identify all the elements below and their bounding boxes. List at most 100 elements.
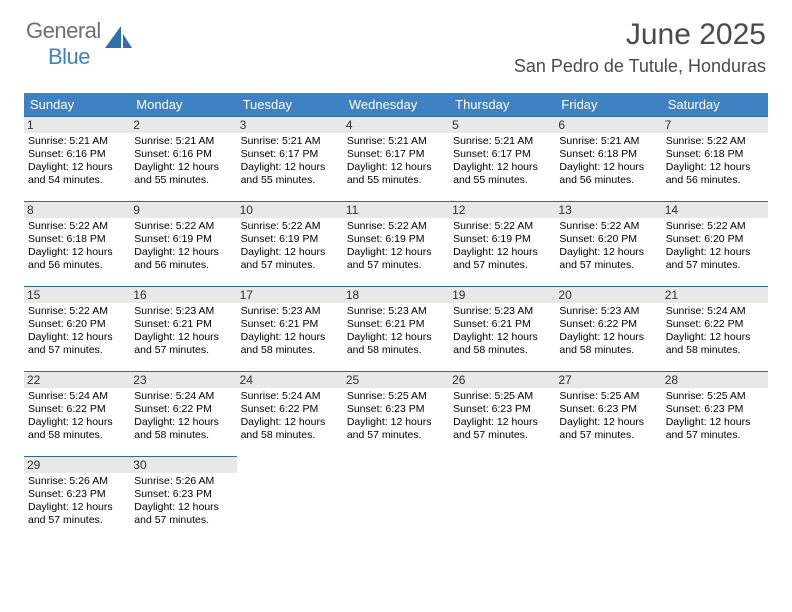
sunrise-line: Sunrise: 5:24 AM [666, 305, 764, 318]
location-text: San Pedro de Tutule, Honduras [514, 56, 766, 77]
day-number: 28 [662, 372, 768, 388]
calendar-head: SundayMondayTuesdayWednesdayThursdayFrid… [24, 93, 768, 117]
day-details: Sunrise: 5:22 AMSunset: 6:20 PMDaylight:… [559, 220, 657, 273]
logo-text: General Blue [26, 18, 101, 70]
day-details: Sunrise: 5:21 AMSunset: 6:17 PMDaylight:… [453, 135, 551, 188]
calendar-cell: 5 Sunrise: 5:21 AMSunset: 6:17 PMDaylight… [449, 117, 555, 202]
sunset-line: Sunset: 6:22 PM [134, 403, 232, 416]
sunrise-line: Sunrise: 5:21 AM [28, 135, 126, 148]
calendar-cell: 21Sunrise: 5:24 AMSunset: 6:22 PMDayligh… [662, 287, 768, 372]
sunset-line: Sunset: 6:22 PM [241, 403, 339, 416]
sunset-line: Sunset: 6:17 PM [453, 148, 551, 161]
calendar-cell: 19Sunrise: 5:23 AMSunset: 6:21 PMDayligh… [449, 287, 555, 372]
daylight-line: Daylight: 12 hours and 57 minutes. [347, 416, 445, 442]
day-details: Sunrise: 5:25 AMSunset: 6:23 PMDaylight:… [453, 390, 551, 443]
calendar-cell [555, 457, 661, 542]
sunrise-line: Sunrise: 5:21 AM [347, 135, 445, 148]
sunset-line: Sunset: 6:17 PM [347, 148, 445, 161]
day-number: 6 [555, 117, 661, 133]
daylight-line: Daylight: 12 hours and 58 minutes. [134, 416, 232, 442]
sunset-line: Sunset: 6:22 PM [559, 318, 657, 331]
calendar-cell: 25Sunrise: 5:25 AMSunset: 6:23 PMDayligh… [343, 372, 449, 457]
calendar-cell: 22Sunrise: 5:24 AMSunset: 6:22 PMDayligh… [24, 372, 130, 457]
sunset-line: Sunset: 6:20 PM [559, 233, 657, 246]
calendar-body: 1Sunrise: 5:21 AMSunset: 6:16 PMDaylight… [24, 117, 768, 542]
daylight-line: Daylight: 12 hours and 55 minutes. [453, 161, 551, 187]
sunset-line: Sunset: 6:23 PM [559, 403, 657, 416]
day-number: 7 [662, 117, 768, 133]
day-details: Sunrise: 5:21 AMSunset: 6:18 PMDaylight:… [559, 135, 657, 188]
day-details: Sunrise: 5:21 AMSunset: 6:16 PMDaylight:… [134, 135, 232, 188]
sunrise-line: Sunrise: 5:22 AM [28, 305, 126, 318]
daylight-line: Daylight: 12 hours and 56 minutes. [666, 161, 764, 187]
sunset-line: Sunset: 6:18 PM [559, 148, 657, 161]
daylight-line: Daylight: 12 hours and 54 minutes. [28, 161, 126, 187]
header: General Blue June 2025 San Pedro de Tutu… [0, 0, 792, 83]
day-number: 25 [343, 372, 449, 388]
day-details: Sunrise: 5:22 AMSunset: 6:20 PMDaylight:… [666, 220, 764, 273]
day-details: Sunrise: 5:25 AMSunset: 6:23 PMDaylight:… [666, 390, 764, 443]
col-header: Wednesday [343, 93, 449, 117]
day-details: Sunrise: 5:26 AMSunset: 6:23 PMDaylight:… [28, 475, 126, 528]
col-header: Friday [555, 93, 661, 117]
sunset-line: Sunset: 6:19 PM [347, 233, 445, 246]
sunset-line: Sunset: 6:23 PM [134, 488, 232, 501]
daylight-line: Daylight: 12 hours and 57 minutes. [134, 331, 232, 357]
sunrise-line: Sunrise: 5:22 AM [453, 220, 551, 233]
calendar-cell: 23 Sunrise: 5:24 AMSunset: 6:22 PMDayligh… [130, 372, 236, 457]
sunset-line: Sunset: 6:21 PM [347, 318, 445, 331]
sunrise-line: Sunrise: 5:23 AM [347, 305, 445, 318]
day-number: 14 [662, 202, 768, 218]
day-number: 23 [130, 372, 236, 388]
day-details: Sunrise: 5:26 AMSunset: 6:23 PMDaylight:… [134, 475, 232, 528]
daylight-line: Daylight: 12 hours and 57 minutes. [453, 416, 551, 442]
calendar-cell: 13Sunrise: 5:22 AMSunset: 6:20 PMDayligh… [555, 202, 661, 287]
calendar-row: 15Sunrise: 5:22 AMSunset: 6:20 PMDayligh… [24, 287, 768, 372]
sunrise-line: Sunrise: 5:22 AM [28, 220, 126, 233]
calendar-table: SundayMondayTuesdayWednesdayThursdayFrid… [24, 93, 768, 542]
sunrise-line: Sunrise: 5:24 AM [241, 390, 339, 403]
day-number: 8 [24, 202, 130, 218]
sunrise-line: Sunrise: 5:22 AM [666, 135, 764, 148]
day-number: 26 [449, 372, 555, 388]
day-details: Sunrise: 5:25 AMSunset: 6:23 PMDaylight:… [559, 390, 657, 443]
sunset-line: Sunset: 6:18 PM [28, 233, 126, 246]
day-details: Sunrise: 5:22 AMSunset: 6:19 PMDaylight:… [347, 220, 445, 273]
day-details: Sunrise: 5:24 AMSunset: 6:22 PMDaylight:… [241, 390, 339, 443]
daylight-line: Daylight: 12 hours and 57 minutes. [559, 416, 657, 442]
calendar-cell: 14 Sunrise: 5:22 AMSunset: 6:20 PMDayligh… [662, 202, 768, 287]
daylight-line: Daylight: 12 hours and 58 minutes. [347, 331, 445, 357]
sunset-line: Sunset: 6:19 PM [453, 233, 551, 246]
calendar-cell: 29Sunrise: 5:26 AMSunset: 6:23 PMDayligh… [24, 457, 130, 542]
calendar-row: 29Sunrise: 5:26 AMSunset: 6:23 PMDayligh… [24, 457, 768, 542]
calendar-cell [343, 457, 449, 542]
day-number: 27 [555, 372, 661, 388]
daylight-line: Daylight: 12 hours and 56 minutes. [28, 246, 126, 272]
logo-word-blue: Blue [48, 44, 90, 69]
calendar-cell: 26 Sunrise: 5:25 AMSunset: 6:23 PMDayligh… [449, 372, 555, 457]
daylight-line: Daylight: 12 hours and 57 minutes. [28, 331, 126, 357]
sunrise-line: Sunrise: 5:22 AM [559, 220, 657, 233]
daylight-line: Daylight: 12 hours and 55 minutes. [241, 161, 339, 187]
daylight-line: Daylight: 12 hours and 57 minutes. [347, 246, 445, 272]
day-details: Sunrise: 5:22 AMSunset: 6:18 PMDaylight:… [666, 135, 764, 188]
day-details: Sunrise: 5:21 AMSunset: 6:16 PMDaylight:… [28, 135, 126, 188]
day-details: Sunrise: 5:23 AMSunset: 6:21 PMDaylight:… [134, 305, 232, 358]
daylight-line: Daylight: 12 hours and 56 minutes. [134, 246, 232, 272]
day-number: 3 [237, 117, 343, 133]
sunrise-line: Sunrise: 5:25 AM [453, 390, 551, 403]
sunrise-line: Sunrise: 5:25 AM [666, 390, 764, 403]
day-details: Sunrise: 5:23 AMSunset: 6:21 PMDaylight:… [241, 305, 339, 358]
calendar-cell: 4Sunrise: 5:21 AMSunset: 6:17 PMDaylight… [343, 117, 449, 202]
calendar-cell: 2Sunrise: 5:21 AMSunset: 6:16 PMDaylight… [130, 117, 236, 202]
calendar-cell: 30Sunrise: 5:26 AMSunset: 6:23 PMDayligh… [130, 457, 236, 542]
day-details: Sunrise: 5:23 AMSunset: 6:21 PMDaylight:… [453, 305, 551, 358]
calendar-cell: 17 Sunrise: 5:23 AMSunset: 6:21 PMDayligh… [237, 287, 343, 372]
sunset-line: Sunset: 6:21 PM [453, 318, 551, 331]
day-number: 5 [449, 117, 555, 133]
day-number: 17 [237, 287, 343, 303]
sunrise-line: Sunrise: 5:24 AM [28, 390, 126, 403]
daylight-line: Daylight: 12 hours and 58 minutes. [453, 331, 551, 357]
sunrise-line: Sunrise: 5:24 AM [134, 390, 232, 403]
sunset-line: Sunset: 6:21 PM [134, 318, 232, 331]
